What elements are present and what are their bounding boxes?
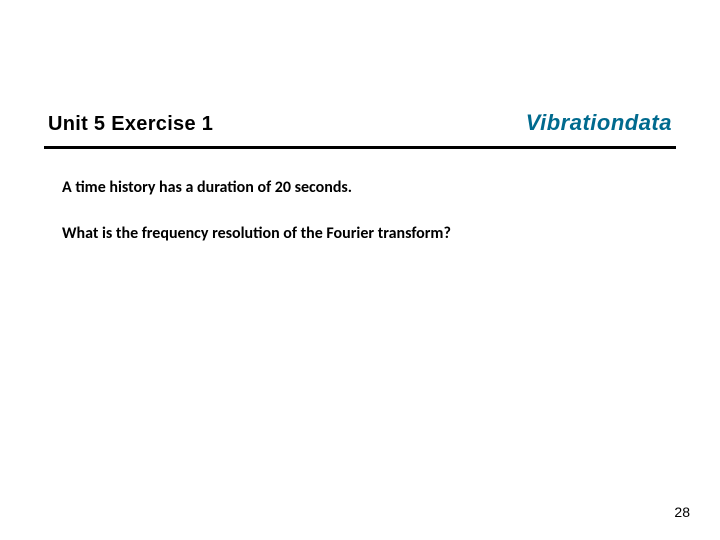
slide-title: Unit 5 Exercise 1 — [48, 113, 213, 136]
header-row: Unit 5 Exercise 1 Vibrationdata — [48, 110, 672, 136]
body-line-1: A time history has a duration of 20 seco… — [62, 178, 658, 197]
page-number: 28 — [674, 504, 690, 520]
body-line-2: What is the frequency resolution of the … — [62, 224, 658, 243]
brand-label: Vibrationdata — [526, 110, 672, 136]
header-divider — [44, 146, 676, 149]
